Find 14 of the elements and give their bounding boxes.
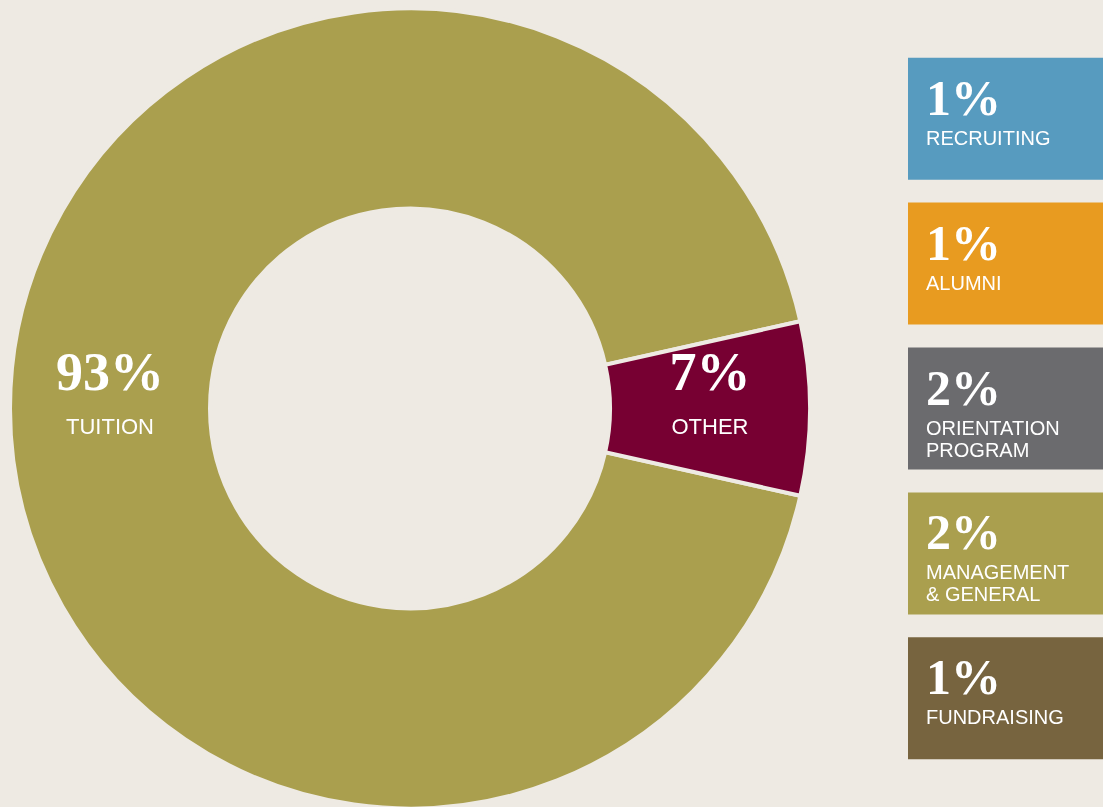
category-label: MANAGEMENT & GENERAL — [926, 561, 1070, 606]
data-label: 1% — [926, 214, 1001, 271]
data-label: 1% — [926, 69, 1001, 126]
data-label: 7% — [669, 341, 751, 402]
data-label: 1% — [926, 649, 1001, 706]
slice-label: OTHER — [671, 413, 749, 439]
data-label: 2% — [926, 504, 1001, 561]
slice-label: TUITION — [66, 413, 154, 439]
category-label: ORIENTATION PROGRAM — [926, 416, 1060, 461]
data-label: 93% — [56, 341, 164, 402]
category-label: ALUMNI — [926, 271, 1002, 294]
category-label: FUNDRAISING — [926, 706, 1064, 729]
data-label: 2% — [926, 359, 1001, 416]
category-label: RECRUITING — [926, 126, 1051, 149]
